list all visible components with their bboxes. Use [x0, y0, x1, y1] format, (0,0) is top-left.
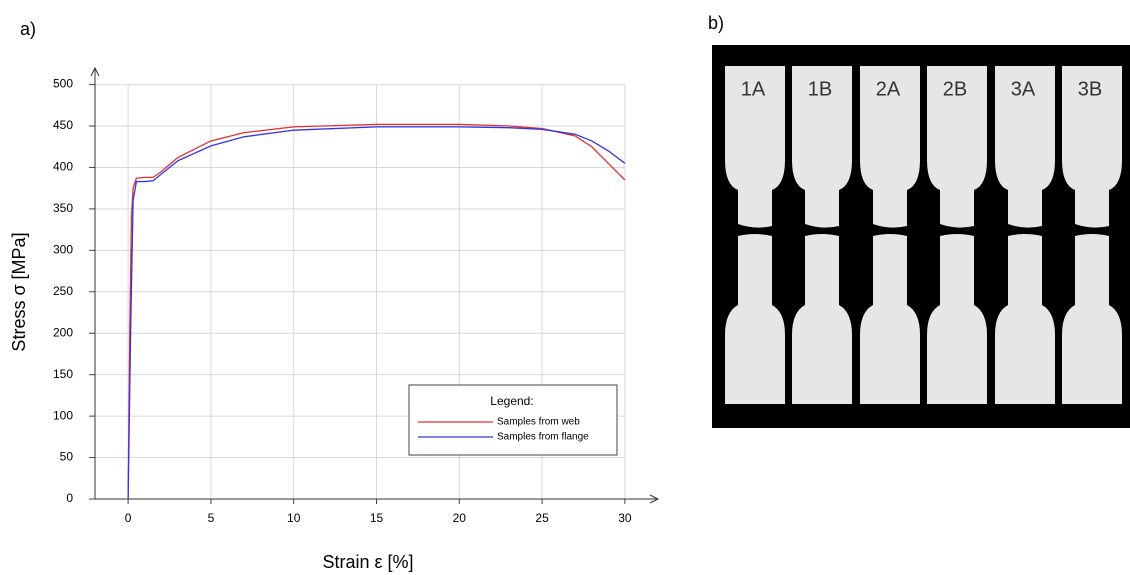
x-tick-label: 30: [618, 511, 632, 525]
specimen: [927, 234, 987, 404]
specimen-label: 1A: [741, 78, 766, 100]
x-tick-label: 20: [453, 511, 467, 525]
specimen: [995, 66, 1055, 228]
legend-box: [408, 384, 618, 456]
y-tick-label: 50: [60, 450, 74, 464]
y-tick-label: 250: [53, 284, 73, 298]
x-tick-label: 5: [208, 511, 215, 525]
x-tick-label: 0: [125, 511, 132, 525]
specimen: [725, 234, 785, 404]
x-tick-label: 10: [287, 511, 301, 525]
y-tick-label: 450: [53, 118, 73, 132]
specimen-label: 3B: [1078, 78, 1102, 100]
specimen-label: 2B: [943, 78, 967, 100]
legend-label: Samples from flange: [497, 432, 589, 443]
data-line: [127, 126, 626, 500]
y-tick-label: 500: [53, 77, 73, 91]
x-axis-label: Strain ε [%]: [322, 552, 413, 572]
specimen: [792, 66, 852, 228]
y-axis-label: Stress σ [MPa]: [9, 232, 29, 351]
y-tick-label: 100: [53, 408, 73, 422]
specimen: [860, 234, 920, 404]
specimen: [1062, 234, 1122, 404]
specimen: [927, 66, 987, 228]
panel-label: a): [20, 19, 36, 39]
specimen: [725, 66, 785, 228]
x-tick-label: 25: [535, 511, 549, 525]
y-tick-label: 200: [53, 325, 73, 339]
x-tick-label: 15: [370, 511, 384, 525]
specimen: [995, 234, 1055, 404]
specimen: [1062, 66, 1122, 228]
specimen: [860, 66, 920, 228]
y-tick-label: 400: [53, 160, 73, 174]
y-axis: [90, 66, 100, 499]
y-tick-label: 150: [53, 367, 73, 381]
x-axis: [95, 494, 660, 504]
specimen-label: 1B: [808, 78, 832, 100]
specimen: [792, 234, 852, 404]
data-line: [127, 123, 626, 500]
specimen-label: 3A: [1011, 78, 1036, 100]
y-tick-label: 300: [53, 243, 73, 257]
panel-label: b): [708, 13, 724, 33]
legend-title: Legend:: [490, 394, 533, 408]
legend-label: Samples from web: [497, 417, 580, 428]
specimen-label: 2A: [876, 78, 901, 100]
y-tick-label: 350: [53, 201, 73, 215]
y-tick-label: 0: [66, 491, 73, 505]
